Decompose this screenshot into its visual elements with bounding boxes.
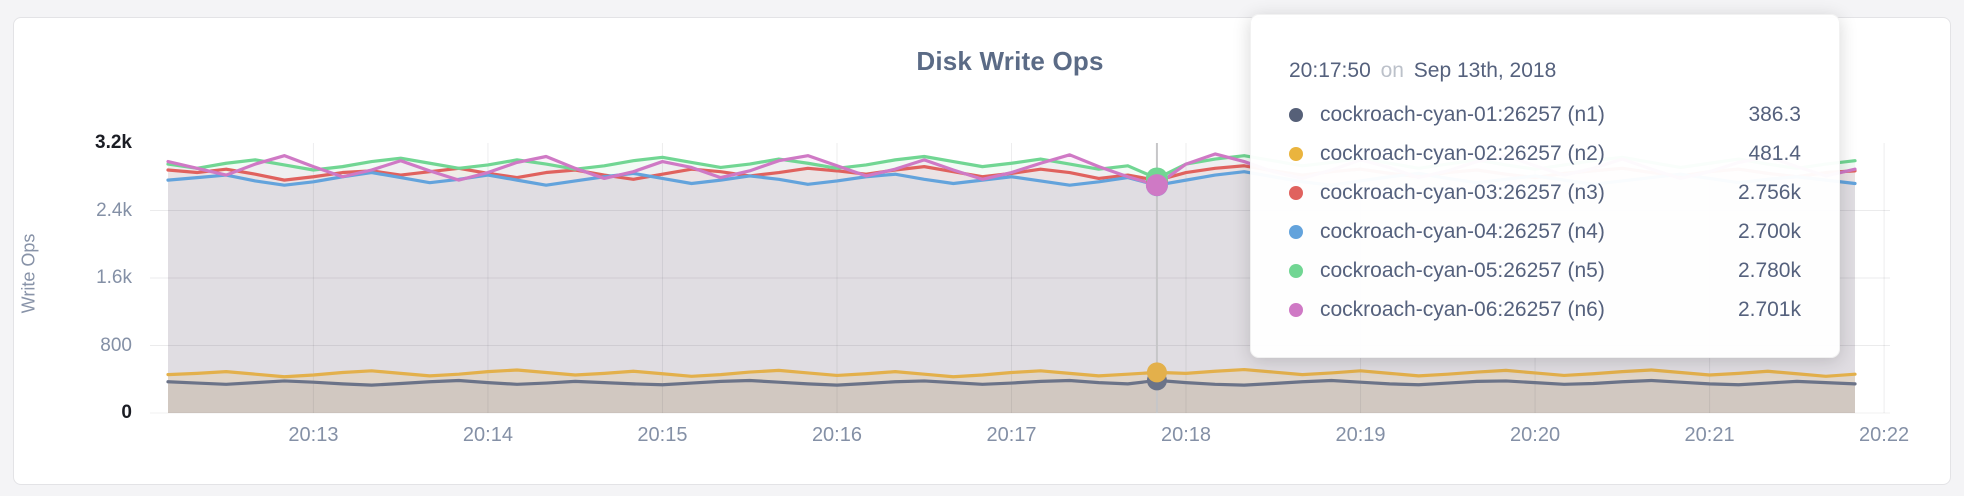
- x-tick-label: 20:20: [1510, 424, 1561, 446]
- tooltip-series-name: cockroach-cyan-02:26257 (n2): [1320, 141, 1605, 165]
- tooltip-row: cockroach-cyan-01:26257 (n1) 386.3: [1289, 95, 1801, 134]
- series-color-dot-icon: [1289, 302, 1303, 317]
- tooltip-series-value: 481.4: [1748, 141, 1801, 165]
- tooltip-time: 20:17:50: [1289, 59, 1371, 82]
- y-tick-label: 2.4k: [96, 199, 132, 221]
- tooltip-legend: cockroach-cyan-01:26257 (n1) 386.3 cockroa…: [1289, 95, 1801, 329]
- y-tick-label: 1.6k: [96, 267, 132, 288]
- series-color-dot-icon: [1289, 263, 1303, 278]
- x-tick-label: 20:15: [637, 424, 688, 446]
- tooltip-row: cockroach-cyan-04:26257 (n4) 2.700k: [1289, 212, 1801, 251]
- y-axis-label: Write Ops: [18, 233, 39, 314]
- series-color-dot-icon: [1289, 107, 1303, 122]
- x-tick-label: 20:17: [986, 424, 1037, 446]
- tooltip-series-value: 2.756k: [1737, 180, 1801, 204]
- series-color-dot-icon: [1289, 224, 1303, 239]
- tooltip-row: cockroach-cyan-02:26257 (n2) 481.4: [1289, 134, 1801, 173]
- tooltip-row: cockroach-cyan-05:26257 (n5) 2.780k: [1289, 251, 1801, 290]
- x-tick-label: 20:18: [1160, 424, 1212, 446]
- tooltip-series-value: 2.700k: [1737, 219, 1801, 243]
- tooltip-header: 20:17:50 on Sep 13th, 2018: [1289, 59, 1801, 83]
- y-tick-label: 3.2k: [95, 132, 132, 153]
- tooltip-date: Sep 13th, 2018: [1413, 59, 1557, 82]
- series-line-4: [166, 367, 1857, 379]
- tooltip-series-value: 2.701k: [1737, 297, 1801, 321]
- y-tick-label: 0: [121, 402, 132, 423]
- x-tick-label: 20:19: [1335, 424, 1386, 446]
- y-tick-label: 800: [100, 334, 132, 356]
- tooltip-row: cockroach-cyan-06:26257 (n6) 2.701k: [1289, 290, 1801, 329]
- hover-dot-3: [1145, 174, 1168, 197]
- hover-tooltip: 20:17:50 on Sep 13th, 2018 cockroach-cya…: [1250, 14, 1840, 358]
- tooltip-series-value: 2.780k: [1737, 258, 1801, 282]
- chart-title: Disk Write Ops: [916, 46, 1104, 76]
- tooltip-row: cockroach-cyan-03:26257 (n3) 2.756k: [1289, 173, 1801, 212]
- series-color-dot-icon: [1289, 185, 1303, 200]
- tooltip-series-name: cockroach-cyan-01:26257 (n1): [1320, 102, 1605, 126]
- tooltip-series-name: cockroach-cyan-05:26257 (n5): [1320, 258, 1605, 282]
- tooltip-series-name: cockroach-cyan-03:26257 (n3): [1320, 180, 1605, 204]
- tooltip-conjunction: on: [1380, 59, 1404, 82]
- x-tick-label: 20:13: [288, 424, 339, 446]
- x-tick-label: 20:21: [1684, 424, 1735, 446]
- series-color-dot-icon: [1289, 146, 1303, 161]
- tooltip-series-name: cockroach-cyan-06:26257 (n6): [1320, 297, 1605, 321]
- x-tick-label: 20:14: [462, 424, 513, 446]
- tooltip-series-value: 386.3: [1748, 102, 1801, 126]
- hover-dot-4: [1146, 362, 1167, 383]
- x-tick-label: 20:16: [811, 424, 862, 446]
- tooltip-series-name: cockroach-cyan-04:26257 (n4): [1320, 219, 1605, 243]
- series-area-5: [168, 380, 1855, 413]
- x-tick-label: 20:22: [1859, 424, 1910, 446]
- series-line-5: [166, 378, 1857, 387]
